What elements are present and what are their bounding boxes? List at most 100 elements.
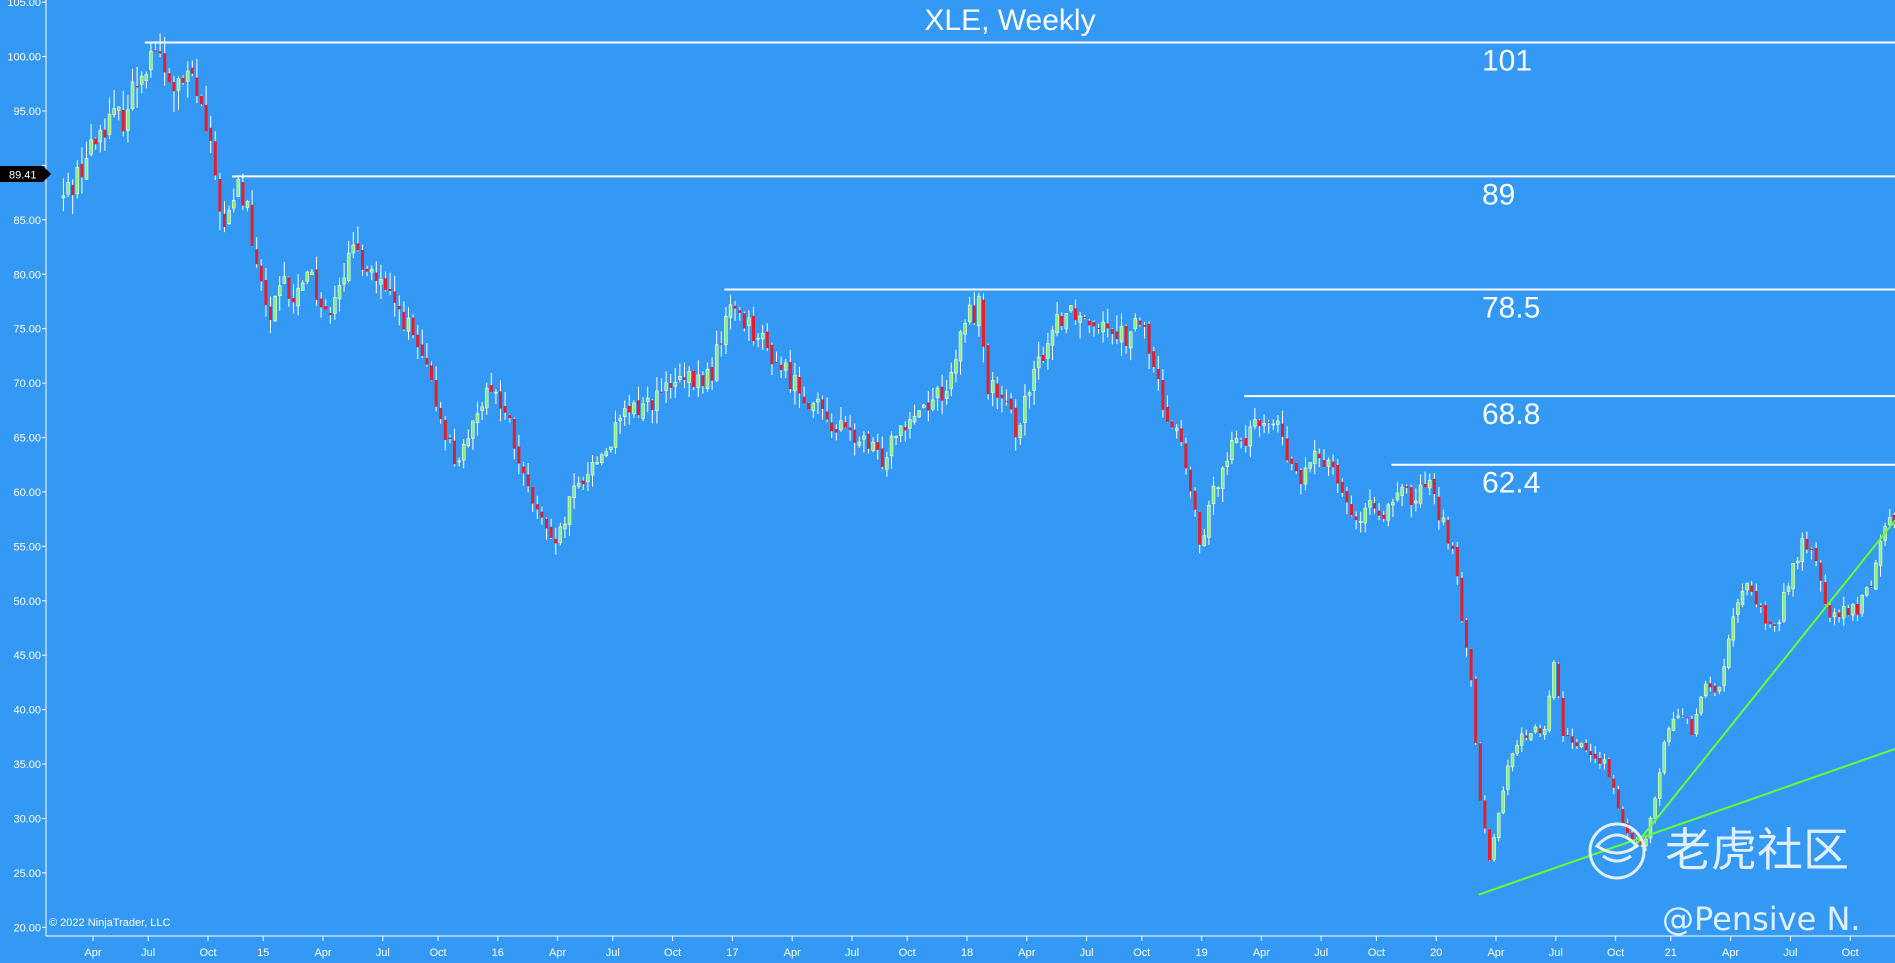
candle [163, 37, 167, 86]
candle [1174, 424, 1179, 439]
candle [986, 343, 990, 400]
candle-body-down [80, 163, 84, 178]
candle [471, 420, 475, 450]
candle-body-down [1630, 832, 1634, 840]
candle [1046, 332, 1050, 370]
candle [480, 401, 484, 421]
level-label: 101 [1482, 44, 1532, 77]
candle [811, 401, 816, 418]
candle [1133, 313, 1138, 332]
candle [1819, 560, 1823, 592]
candle [590, 455, 595, 487]
candle-body-up [1657, 772, 1662, 799]
candle-body-down [103, 129, 107, 138]
candle [1878, 534, 1883, 577]
candle-body-down [853, 429, 857, 443]
candle-body-up [1391, 502, 1395, 506]
candle-body-down [439, 407, 443, 420]
candle-body-down [880, 448, 884, 467]
candle-body-down [443, 419, 447, 441]
candle-body-up [227, 210, 231, 225]
candle [526, 463, 530, 493]
candle [742, 311, 746, 332]
candle-body-up [687, 371, 691, 383]
candle-body-down [1432, 478, 1436, 495]
candle-body-up [655, 390, 659, 412]
candle-body-down [821, 399, 824, 410]
candle [1308, 461, 1312, 473]
tiger-logo-icon [1588, 822, 1646, 880]
candle [223, 201, 226, 233]
candle [112, 89, 116, 118]
candle-body-up [696, 374, 701, 389]
candle [618, 414, 622, 434]
candle-body-down [397, 305, 401, 310]
y-tick-label: 50.00 [13, 596, 41, 608]
candle-body-up [921, 404, 926, 408]
candle-body-up [1225, 460, 1230, 467]
candle [1488, 828, 1491, 862]
candle [1823, 574, 1827, 605]
candle [1630, 828, 1634, 841]
candle [342, 263, 346, 292]
candle [719, 331, 723, 357]
candle-body-down [1805, 538, 1809, 550]
candle-body-down [1469, 648, 1473, 681]
candle-body-down [972, 305, 976, 324]
candle-body-down [830, 422, 834, 432]
candle [613, 410, 618, 454]
candle [1694, 708, 1699, 737]
candle [1887, 508, 1892, 528]
candle [250, 190, 254, 247]
candle-body-up [558, 526, 563, 543]
candle-body-up [595, 462, 599, 465]
candle-body-down [388, 288, 392, 291]
candle [365, 265, 369, 277]
candle [1814, 542, 1818, 567]
x-tick-label: Apr [1487, 947, 1504, 959]
candle [1350, 495, 1353, 517]
candle-body-up [1736, 602, 1740, 615]
candle [176, 76, 181, 111]
candle-body-up [1740, 590, 1745, 605]
candle [466, 429, 471, 448]
candle-body-up [1644, 838, 1648, 847]
candle-body-down [1014, 407, 1018, 438]
candle [903, 421, 907, 442]
candle-body-down [1557, 663, 1560, 697]
y-tick-label: 105.00 [7, 0, 41, 9]
candle-body-up [296, 287, 300, 307]
candle [1299, 468, 1303, 495]
candle-body-up [783, 362, 788, 371]
candle-body-up [346, 252, 351, 282]
candle [1143, 322, 1146, 339]
candle-body-down [1382, 514, 1386, 519]
candle-body-up [931, 399, 935, 410]
candle [857, 436, 862, 449]
y-tick-label: 25.00 [13, 868, 41, 880]
candle [522, 461, 525, 486]
candle [1621, 806, 1625, 826]
candle [1202, 529, 1207, 547]
candle-body-down [1538, 728, 1542, 734]
x-tick-label: Apr [549, 947, 566, 959]
candle-body-up [84, 157, 89, 180]
candle [361, 244, 364, 276]
candle-body-up [705, 368, 710, 389]
x-tick-label: Jul [141, 947, 155, 959]
candle [1547, 690, 1552, 734]
candle [1166, 395, 1169, 423]
candle-body-up [1427, 479, 1432, 489]
candle [204, 85, 208, 133]
candle-body-up [944, 391, 949, 399]
candle [1110, 328, 1114, 345]
candle [374, 261, 378, 294]
candle [351, 231, 356, 259]
candle-body-down [195, 77, 199, 97]
candle-body-down [1810, 548, 1813, 550]
candle-body-down [683, 377, 686, 380]
candle [1409, 484, 1413, 518]
candle [310, 268, 314, 275]
candle [439, 401, 443, 424]
candle [158, 33, 162, 58]
